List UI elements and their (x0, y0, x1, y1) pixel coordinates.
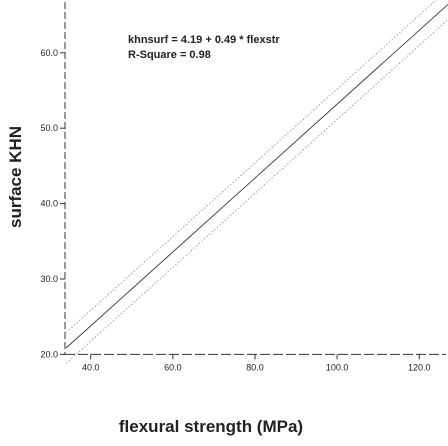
annotation-rsquare: R-Square = 0.98 (128, 49, 211, 61)
x-tick-label: 100.0 (326, 362, 349, 372)
y-tick-label: 20.0 (40, 349, 58, 359)
y-axis-title: surface KHN (6, 126, 25, 228)
y-ticks: 20.0 30.0 40.0 50.0 60.0 (40, 48, 65, 359)
series-layer (65, 0, 448, 364)
y-tick-label: 50.0 (40, 123, 58, 133)
y-tick-label: 30.0 (40, 274, 58, 284)
x-tick-label: 80.0 (246, 362, 264, 372)
confidence-band-line-1 (65, 19, 448, 364)
annotation-equation: khnsurf = 4.19 + 0.49 * flexstr (128, 34, 280, 46)
y-tick-label: 60.0 (40, 48, 58, 58)
confidence-band-line-2 (65, 0, 437, 333)
x-tick-label: 60.0 (164, 362, 182, 372)
x-tick-label: 40.0 (82, 362, 100, 372)
x-tick-label: 120.0 (408, 362, 431, 372)
x-ticks: 40.0 60.0 80.0 100.0 120.0 (82, 354, 431, 372)
regression-line (65, 4, 448, 349)
x-axis-title: flexural strength (MPa) (119, 417, 303, 436)
y-tick-label: 40.0 (40, 199, 58, 209)
